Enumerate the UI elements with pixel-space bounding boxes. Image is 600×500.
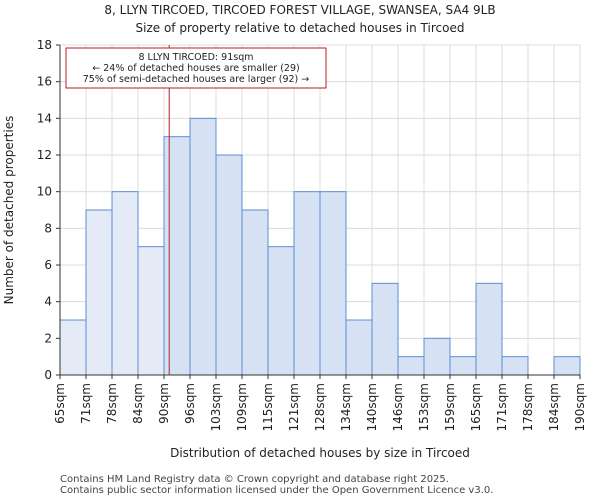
y-tick-label: 14 bbox=[37, 111, 52, 125]
x-tick-label: 121sqm bbox=[287, 383, 301, 431]
x-tick-label: 184sqm bbox=[547, 383, 561, 431]
histogram-bar bbox=[319, 191, 347, 376]
histogram-bar bbox=[423, 337, 451, 376]
x-axis-title: Distribution of detached houses by size … bbox=[170, 446, 470, 460]
x-tick-label: 159sqm bbox=[443, 383, 457, 431]
histogram-bar bbox=[189, 117, 217, 376]
y-tick-label: 8 bbox=[44, 221, 52, 235]
histogram-bar bbox=[59, 319, 87, 376]
annotation-text: 75% of semi-detached houses are larger (… bbox=[83, 74, 310, 85]
x-tick-label: 178sqm bbox=[521, 383, 535, 431]
x-tick-label: 103sqm bbox=[209, 383, 223, 431]
y-axis-title: Number of detached properties bbox=[2, 116, 16, 305]
x-tick-label: 134sqm bbox=[339, 383, 353, 431]
y-tick-label: 18 bbox=[37, 38, 52, 52]
x-tick-label: 140sqm bbox=[365, 383, 379, 431]
histogram-bar bbox=[215, 154, 243, 376]
x-tick-label: 165sqm bbox=[469, 383, 483, 431]
histogram-bar bbox=[267, 246, 295, 376]
histogram-bar bbox=[397, 356, 425, 376]
y-tick-label: 10 bbox=[37, 185, 52, 199]
x-tick-label: 153sqm bbox=[417, 383, 431, 431]
histogram-bar bbox=[111, 191, 139, 376]
histogram-bar bbox=[293, 191, 321, 376]
chart-title: 8, LLYN TIRCOED, TIRCOED FOREST VILLAGE,… bbox=[104, 3, 496, 17]
y-tick-label: 4 bbox=[44, 295, 52, 309]
histogram-chart: 0 2 4 6 8 10 12 14 16 18 65sqm 71sqm 78sqm 84sqm 90sqm… bbox=[2, 38, 587, 460]
histogram-bar bbox=[85, 209, 113, 376]
x-tick-label: 90sqm bbox=[157, 383, 171, 424]
histogram-bar bbox=[163, 136, 191, 376]
x-tick-label: 78sqm bbox=[105, 383, 119, 424]
x-tick-label: 190sqm bbox=[573, 383, 587, 431]
y-tick-label: 6 bbox=[44, 258, 52, 272]
x-tick-label: 128sqm bbox=[313, 383, 327, 431]
x-tick-label: 115sqm bbox=[261, 383, 275, 431]
histogram-bar bbox=[475, 282, 503, 376]
histogram-bar bbox=[345, 319, 373, 376]
chart-subtitle: Size of property relative to detached ho… bbox=[135, 21, 465, 35]
x-tick-label: 171sqm bbox=[495, 383, 509, 431]
y-tick-label: 2 bbox=[44, 331, 52, 345]
footer-copyright: Contains HM Land Registry data © Crown c… bbox=[60, 474, 449, 485]
histogram-bar bbox=[553, 356, 581, 376]
histogram-bar bbox=[501, 356, 529, 376]
x-tick-label: 71sqm bbox=[79, 383, 93, 424]
histogram-bar bbox=[241, 209, 269, 376]
annotation-text: ← 24% of detached houses are smaller (29… bbox=[92, 63, 299, 74]
x-tick-label: 96sqm bbox=[183, 383, 197, 424]
histogram-bar bbox=[137, 246, 165, 376]
x-tick-label: 109sqm bbox=[235, 383, 249, 431]
histogram-bar bbox=[449, 356, 477, 376]
x-tick-label: 84sqm bbox=[131, 383, 145, 424]
y-tick-label: 0 bbox=[44, 368, 52, 382]
x-tick-label: 146sqm bbox=[391, 383, 405, 431]
footer-licence: Contains public sector information licen… bbox=[60, 485, 494, 496]
y-tick-label: 16 bbox=[37, 75, 52, 89]
histogram-bar bbox=[371, 282, 399, 376]
x-tick-label: 65sqm bbox=[53, 383, 67, 424]
annotation-text: 8 LLYN TIRCOED: 91sqm bbox=[138, 52, 253, 63]
annotation-box bbox=[65, 47, 327, 89]
y-tick-label: 12 bbox=[37, 148, 52, 162]
